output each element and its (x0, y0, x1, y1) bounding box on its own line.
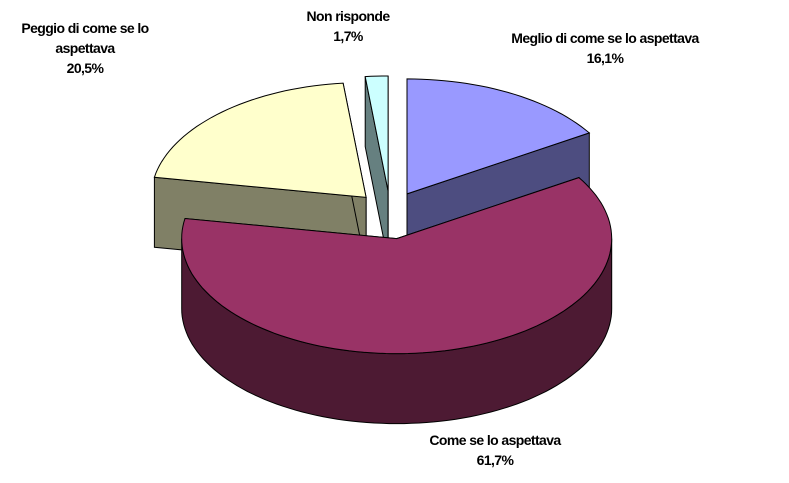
slice (406, 78, 591, 195)
value-label: 20,5% (66, 60, 104, 76)
category-name: Meglio di come se lo aspettava (511, 30, 699, 46)
category-name: Come se lo aspettava (429, 432, 561, 448)
slice (153, 82, 367, 198)
slice-label: Meglio di come se lo aspettava 16,1% (475, 28, 735, 68)
value-label: 16,1% (586, 50, 624, 66)
slice (181, 177, 613, 355)
value-label: 61,7% (476, 452, 514, 468)
slice (364, 75, 389, 192)
slice-label: Peggio di come se lo aspettava 20,5% (0, 18, 170, 78)
slice-label: Come se lo aspettava 61,7% (395, 430, 595, 470)
category-name: Non risponde (306, 8, 390, 24)
slice-label: Non risponde 1,7% (288, 6, 408, 46)
value-label: 1,7% (333, 28, 363, 44)
category-name: Peggio di come se lo aspettava (21, 20, 149, 56)
